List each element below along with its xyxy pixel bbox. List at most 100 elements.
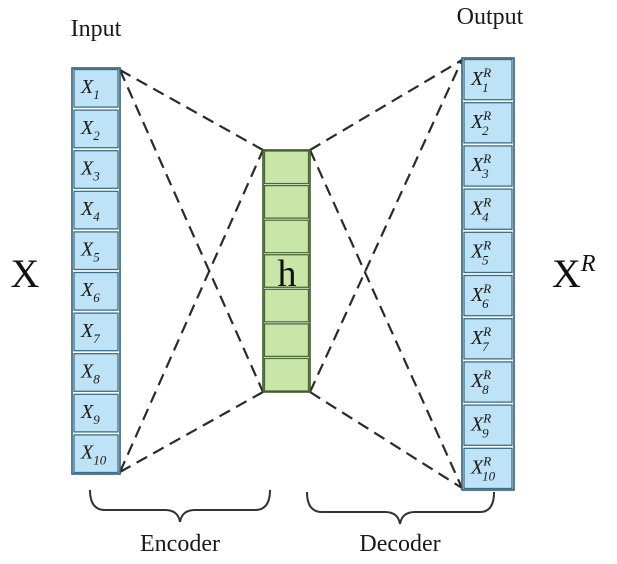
output-cell-base: X [470,327,484,349]
output-cell-label: XR 2 [470,108,491,138]
output-cell-base: X [470,241,484,263]
output-cell-base: X [470,413,484,435]
output-cell: XR 3 [463,145,513,187]
output-cell-label: XR 10 [470,454,496,484]
input-cell-base: X [80,401,94,423]
input-cell-box [73,393,119,433]
output-cell-superscript: R [482,367,491,382]
output-cell: XR 9 [463,404,513,446]
output-cell-superscript: R [482,454,491,469]
input-cell-subscript: 1 [93,87,100,102]
input-cell-box [73,150,119,189]
output-cell-subscript: 8 [482,382,489,397]
input-cell-box [73,109,119,149]
output-cell-box [463,404,513,446]
decoder-line-bottom-bottom [309,391,463,489]
output-cell-label: XR 7 [470,324,491,354]
x-reconstructed-base: X [552,251,581,296]
output-cell: XR 8 [463,361,513,403]
decoder-label: Decoder [359,531,440,557]
input-cell-base: X [80,198,94,220]
output-cell-label: XR 9 [470,410,491,440]
output-cell: XR 1 [463,58,513,101]
input-cell-box [73,353,119,392]
input-cell: X7 [73,312,119,352]
output-cell-label: XR 6 [470,281,491,311]
output-cell-base: X [470,370,484,392]
output-cell-base: X [470,111,484,133]
input-cell-box [73,190,119,230]
output-cell-box [463,274,513,317]
input-cell: X10 [73,434,119,474]
input-cell-label: X3 [80,157,100,183]
encoder-line-top-top [119,69,264,151]
output-label: Output [457,4,524,30]
x-vector-label: X [11,251,40,296]
output-cell-subscript: 9 [482,425,489,440]
input-cell-box [73,68,119,108]
output-cell: XR 2 [463,102,513,144]
hidden-cell [263,184,310,219]
input-label: Input [71,16,122,42]
output-cell-label: XR 8 [470,367,491,397]
output-cell-subscript: 5 [482,253,489,268]
output-cell-box [463,188,513,230]
input-cell: X6 [73,271,119,311]
input-cell-subscript: 2 [93,128,100,143]
output-cell-box [463,361,513,403]
input-cell-label: X6 [80,279,100,305]
output-cell-superscript: R [482,151,491,166]
output-cell-superscript: R [482,65,491,80]
input-cell: X9 [73,393,119,433]
output-cell: XR 5 [463,231,513,274]
output-cell-superscript: R [482,324,491,339]
input-cell-base: X [80,117,94,139]
output-cell-subscript: 6 [482,296,489,311]
encoder-brace [89,489,271,523]
input-cell-subscript: 9 [93,412,100,427]
output-cell-box [463,447,513,490]
input-cell-base: X [80,76,94,98]
input-cell: X3 [73,150,119,189]
hidden-cell [263,323,310,358]
input-cell-label: X10 [80,442,107,468]
input-cell-box [73,231,119,271]
input-cell: X1 [73,68,119,108]
hidden-cell [263,150,310,185]
output-cell-superscript: R [482,281,491,296]
input-column-frame [71,67,121,475]
input-cell-label: X9 [80,401,100,427]
input-cell-label: X2 [80,117,100,143]
output-cell-base: X [470,457,484,479]
output-cell-box [463,58,513,101]
output-cell-subscript: 2 [482,123,489,138]
hidden-label: h [278,253,297,295]
decoder-line-top-bottom [308,149,464,489]
output-cell: XR 7 [463,318,513,360]
input-cell-base: X [80,279,94,301]
output-column-frame [461,57,515,491]
output-cell-label: XR 5 [470,238,491,268]
output-cell-subscript: 1 [482,80,489,95]
hidden-cell [263,254,310,288]
input-cell: X8 [73,353,119,392]
output-cell-box [463,145,513,187]
input-cell-subscript: 6 [93,290,100,305]
encoder-label: Encoder [140,531,220,557]
decoder-connections [308,59,464,489]
x-reconstructed-label: XR [552,251,596,296]
input-cell-box [73,312,119,352]
output-cell-subscript: 7 [482,339,489,354]
input-cell-subscript: 10 [93,453,107,468]
output-cell-label: XR 4 [470,194,491,224]
output-cell-base: X [470,197,484,219]
input-cell-subscript: 5 [93,250,100,265]
input-cell-label: X7 [80,320,100,346]
output-cell-subscript: 3 [481,166,489,181]
encoder-line-bottom-top [118,149,265,473]
output-cell-superscript: R [482,108,491,123]
hidden-layer-frame [262,149,311,393]
input-cell-subscript: 3 [92,168,100,183]
